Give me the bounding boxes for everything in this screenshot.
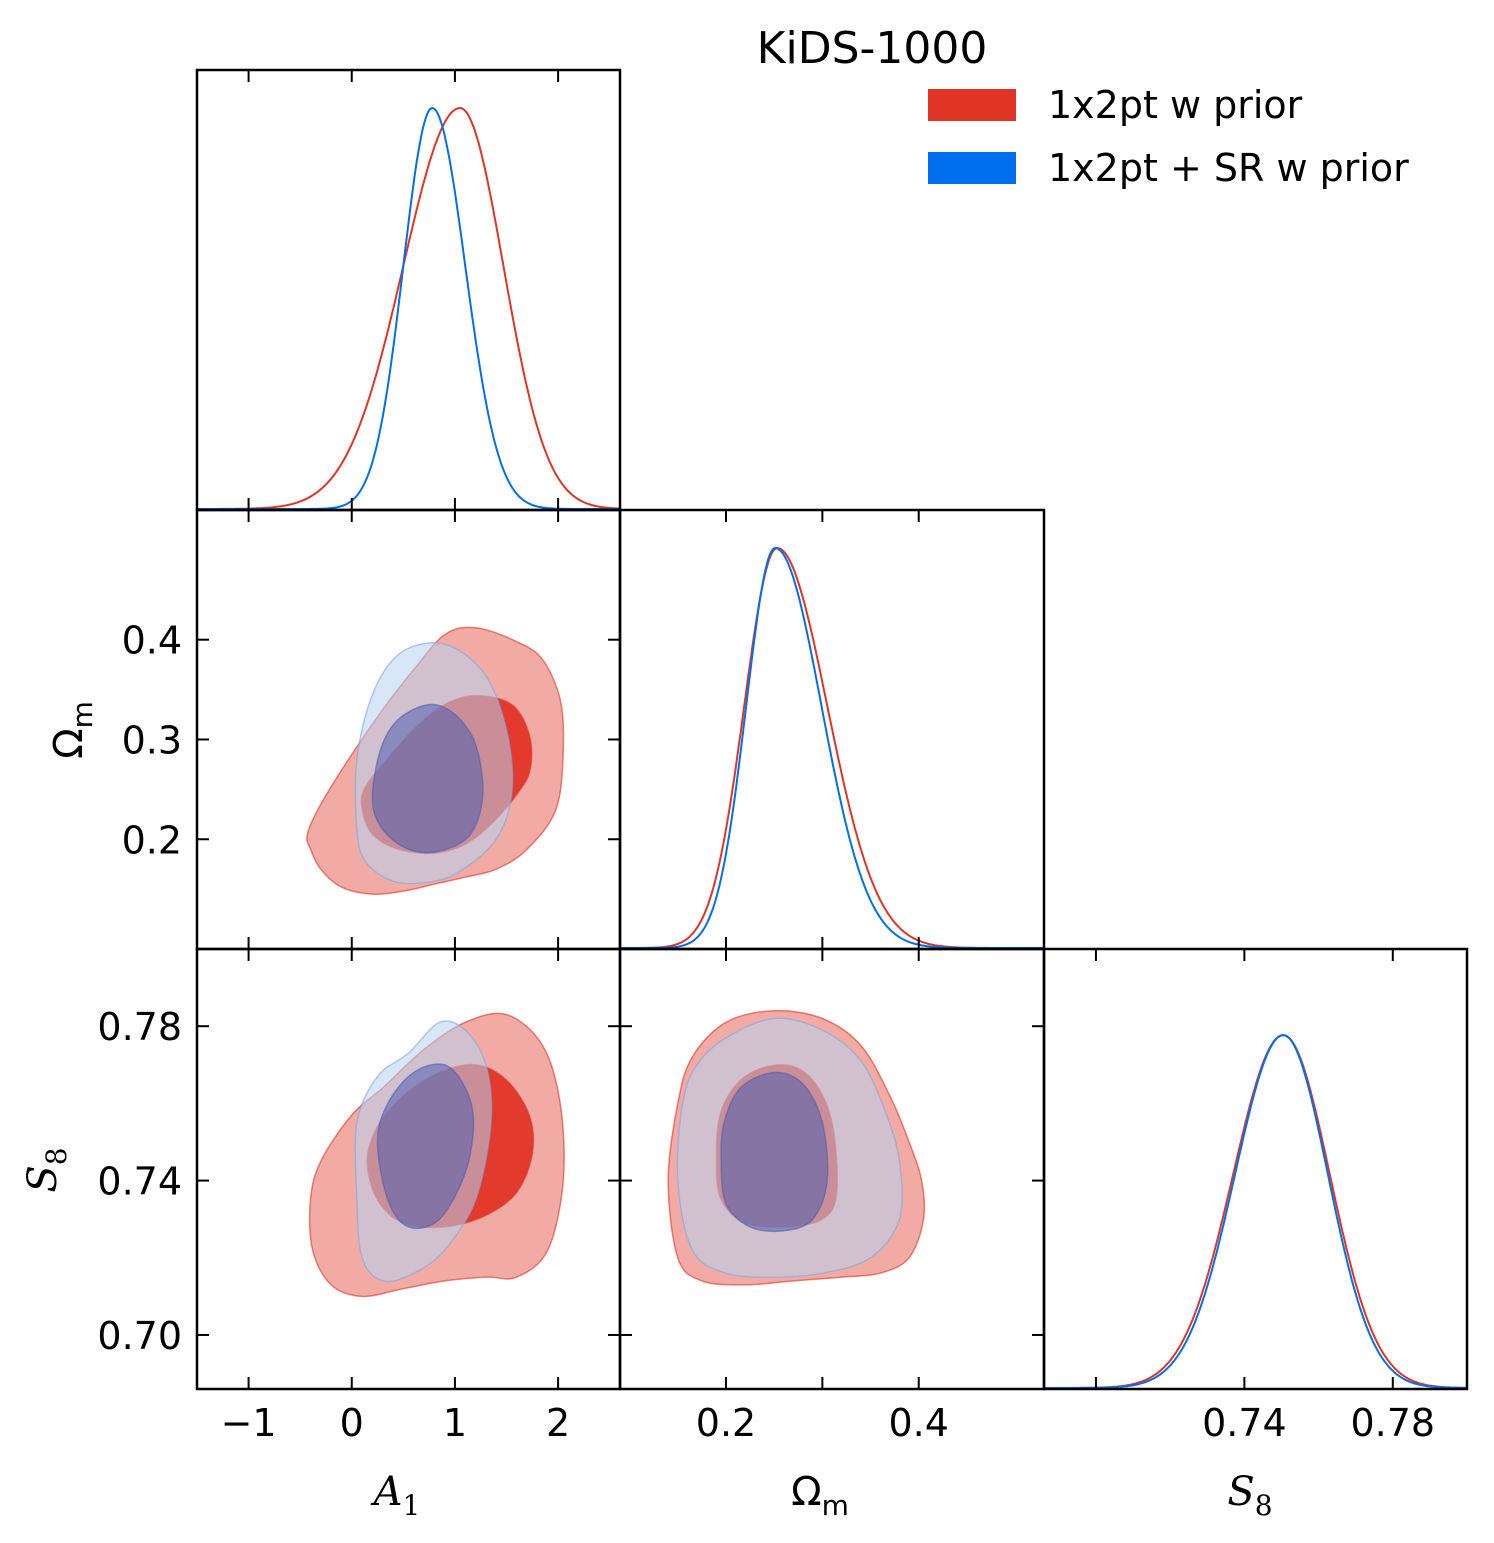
marginal-panel-a1 [197,106,621,510]
y-axis-labels: Ωm S8 [20,701,99,1193]
legend-label-1x2pt: 1x2pt w prior [1048,83,1303,127]
contour-1x2pt-sr-68 [371,703,484,854]
x-label-a1: A1 [370,1469,421,1522]
panel-frame-2-2 [1042,947,1469,1391]
marginal-curve-1x2pt [197,106,621,510]
panel-border [195,68,622,512]
y-tick-label-omega-m: 0.4 [122,619,182,663]
marginal-curve-1x2pt [620,547,1044,949]
x-tick-label-omega-m: 0.2 [696,1401,756,1445]
legend-swatch-1x2pt [928,89,1016,121]
x-tick-label-a1: 2 [546,1401,570,1445]
x-tick-label-a1: 1 [443,1401,467,1445]
x-tick-label-s8: 0.78 [1350,1401,1435,1445]
panel-frame-0-0 [195,68,622,512]
y-label-omega-m: Ωm [46,701,99,759]
y-tick-label-omega-m: 0.3 [122,718,182,762]
contour-panel-omega-m-vs-a1 [306,626,565,895]
x-tick-label-a1: 0 [340,1401,364,1445]
legend-swatch-1x2pt-sr [928,152,1016,184]
x-tick-label-s8: 0.74 [1202,1401,1287,1445]
contour-1x2pt-sr-68 [720,1071,829,1233]
marginal-panel-s8 [1044,1034,1468,1389]
marginal-curve-1x2pt-sr [620,546,1044,949]
y-tick-label-s8: 0.78 [97,1005,182,1049]
y-label-s8: S8 [20,1147,73,1192]
x-tick-label-omega-m: 0.4 [889,1401,949,1445]
panel-border [1042,947,1469,1391]
chart-title: KiDS-1000 [757,23,988,74]
x-label-s8: S8 [1227,1469,1272,1522]
x-axis-labels: A1 Ωm S8 [370,1469,1273,1522]
contour-panel-s8-vs-a1 [308,1012,565,1298]
x-tick-label-a1: −1 [221,1401,277,1445]
contour-1x2pt-sr-68 [376,1063,475,1230]
legend: 1x2pt w prior 1x2pt + SR w prior [928,83,1409,190]
y-tick-label-omega-m: 0.2 [122,818,182,862]
y-tick-label-s8: 0.70 [97,1314,182,1358]
y-tick-label-s8: 0.74 [97,1160,182,1204]
legend-label-1x2pt-sr: 1x2pt + SR w prior [1048,146,1409,190]
marginal-curve-1x2pt-sr [1044,1034,1467,1389]
contour-panel-s8-vs-omega-m [667,1009,926,1286]
x-label-omega-m: Ωm [791,1469,849,1522]
marginal-curve-1x2pt-sr [197,107,620,510]
marginal-panel-omega-m [620,546,1044,949]
